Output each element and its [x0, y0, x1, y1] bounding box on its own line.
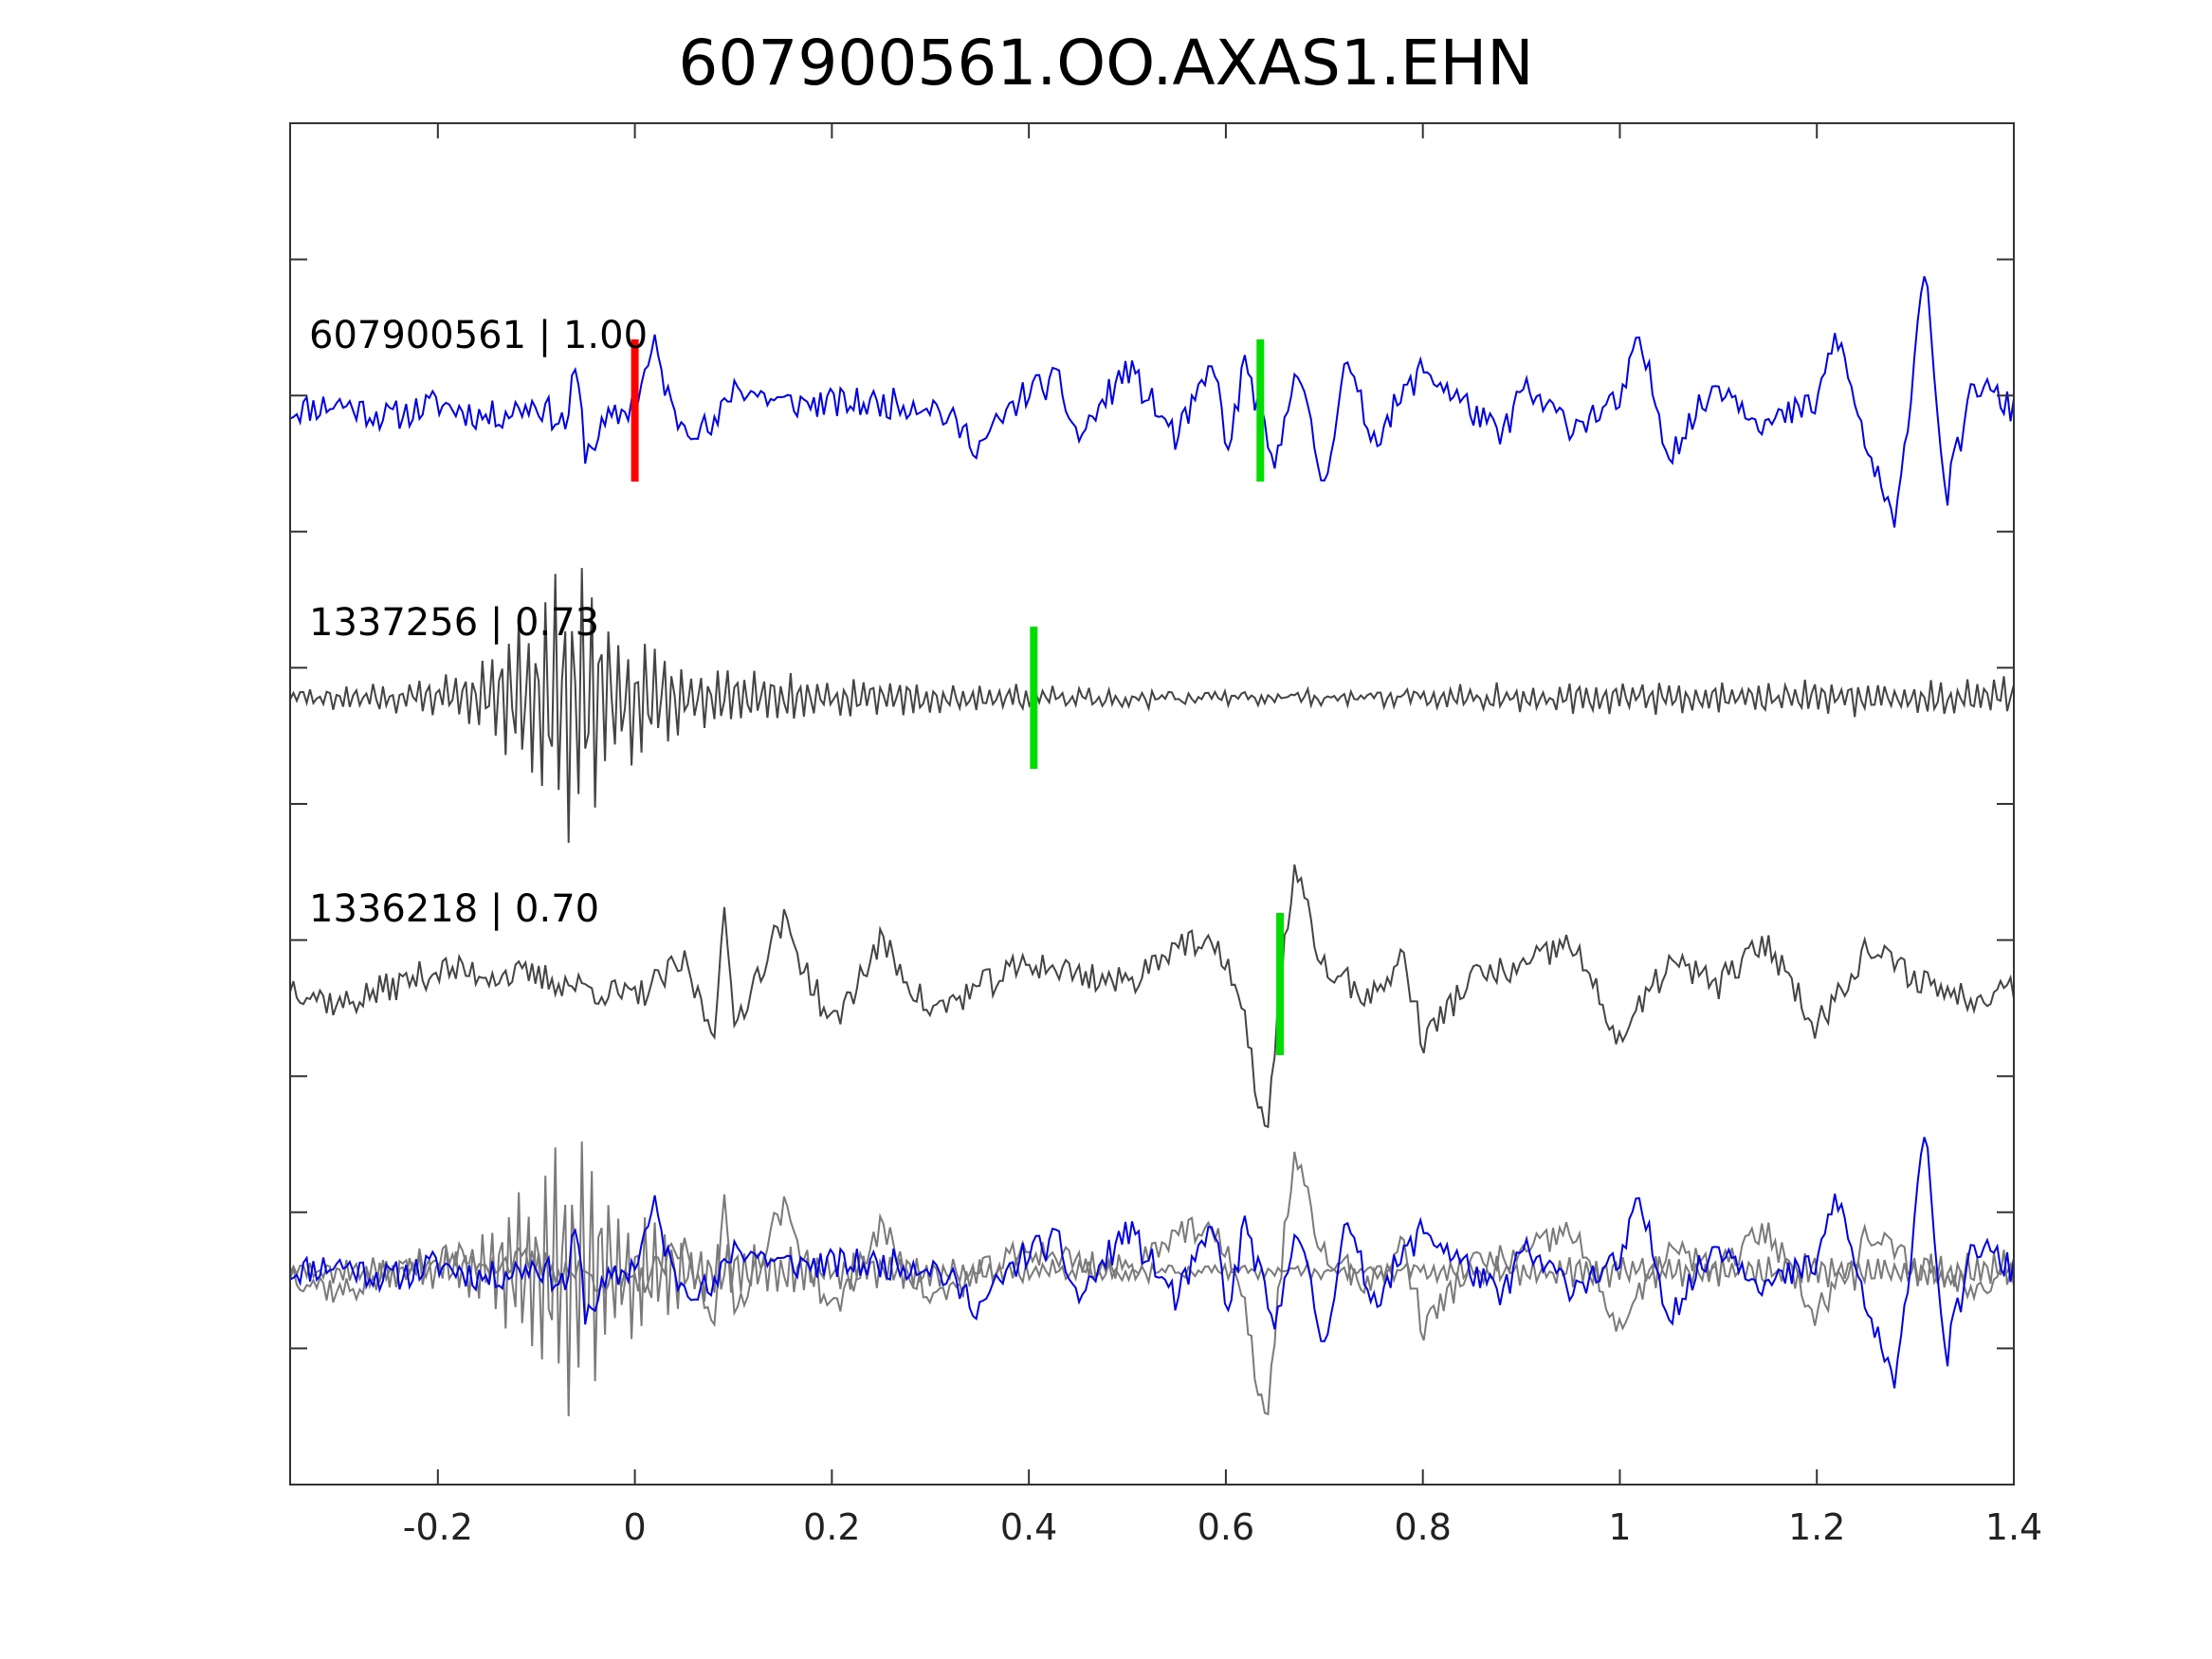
- x-tick-label: 1.4: [1985, 1506, 2042, 1548]
- trace-1336218: [289, 864, 2015, 1129]
- trace-607900561: [289, 276, 2015, 528]
- x-tick-label: 0.4: [1000, 1506, 1057, 1548]
- x-tick-label: 0.8: [1394, 1506, 1451, 1548]
- ticks-layer: -0.2 0 0.2 0.4 0.6 0.8 1 1.2 1.4: [290, 123, 2042, 1548]
- overlay-trace-607900561: [289, 1137, 2015, 1389]
- trace-label-1337256: 1337256 | 0.73: [309, 601, 599, 645]
- trace-1337256: [289, 568, 2015, 844]
- x-tick-label: 0.6: [1197, 1506, 1254, 1548]
- picks-layer: [631, 339, 1285, 1055]
- traces-layer: [289, 276, 2015, 1417]
- x-tick-label: -0.2: [403, 1506, 473, 1548]
- x-tick-label: 1.2: [1788, 1506, 1845, 1548]
- x-tick-label: 0.2: [803, 1506, 860, 1548]
- overlay-trace-1337256: [289, 1141, 2015, 1417]
- trace-label-607900561: 607900561 | 1.00: [309, 314, 648, 357]
- chart-title: 607900561.OO.AXAS1.EHN: [678, 27, 1534, 100]
- x-tick-label: 1: [1608, 1506, 1631, 1548]
- x-tick-label: 0: [624, 1506, 647, 1548]
- trace-labels-layer: 607900561 | 1.00 1337256 | 0.73 1336218 | …: [309, 314, 648, 931]
- trace-label-1336218: 1336218 | 0.70: [309, 887, 599, 931]
